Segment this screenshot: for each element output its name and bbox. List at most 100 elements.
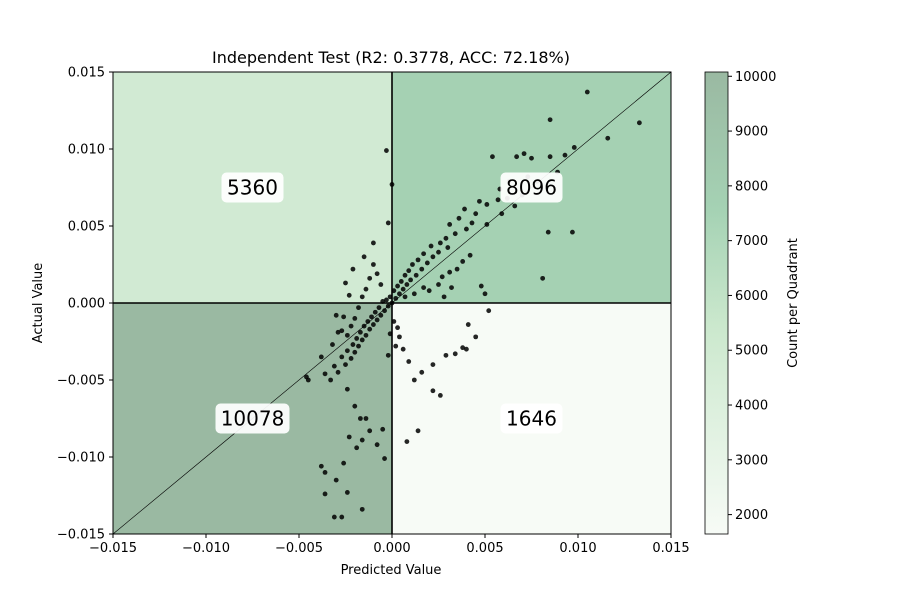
data-point (322, 470, 328, 475)
colorbar-tick-label: 3000 (735, 453, 768, 468)
data-point (382, 456, 387, 461)
data-point (369, 314, 374, 320)
data-point (384, 148, 389, 153)
data-point (331, 363, 337, 369)
data-point (452, 351, 458, 357)
data-point (322, 371, 328, 377)
data-point (378, 282, 384, 287)
data-point (512, 203, 518, 209)
colorbar-label: Count per Quadrant (786, 238, 801, 368)
colorbar-tick-label: 2000 (735, 508, 768, 523)
x-tick-label: 0.000 (373, 541, 410, 556)
y-tick-label: 0.010 (68, 143, 105, 158)
data-point (348, 356, 354, 361)
data-point (411, 291, 417, 297)
data-point (344, 490, 350, 495)
x-tick-label: −0.015 (89, 541, 137, 556)
data-point (428, 243, 434, 249)
data-point (469, 220, 475, 226)
data-point (397, 291, 402, 297)
data-point (367, 275, 373, 281)
data-point (437, 393, 443, 398)
colorbar-ticks: 2000 3000 4000 5000 6000 7000 8000 9000 10000 (728, 70, 776, 523)
plot-area: 5360 8096 10078 1646 (112, 71, 672, 535)
colorbar-tick-label: 7000 (735, 234, 768, 249)
data-point (449, 285, 454, 290)
data-point (354, 445, 360, 451)
data-point (484, 202, 490, 207)
data-point (426, 288, 432, 294)
data-point (445, 245, 451, 250)
data-point (393, 343, 399, 349)
data-point (356, 305, 361, 311)
data-point (464, 226, 469, 232)
data-point (430, 254, 436, 260)
quadrant-count-top-left: 5360 (227, 176, 278, 200)
data-point (460, 259, 466, 264)
data-point (371, 322, 376, 327)
data-point (372, 309, 378, 315)
data-point (439, 274, 445, 280)
data-point (462, 206, 467, 212)
data-point (339, 514, 345, 520)
data-point (424, 260, 430, 266)
quadrant-label-box-top-right (500, 172, 563, 203)
data-point (376, 305, 382, 311)
data-point (335, 329, 341, 335)
data-point (339, 354, 345, 360)
data-point (521, 151, 527, 157)
data-point (584, 89, 590, 95)
data-point (359, 337, 365, 343)
data-point (352, 316, 358, 321)
data-point (385, 352, 391, 358)
quadrant-count-bottom-right: 1646 (506, 407, 557, 431)
data-point (454, 266, 460, 272)
data-point (330, 342, 335, 347)
data-point (415, 428, 421, 434)
data-point (335, 369, 341, 375)
data-point (343, 362, 348, 367)
data-point (346, 434, 352, 440)
data-point (514, 154, 520, 160)
data-point (636, 120, 642, 126)
data-point (547, 154, 553, 160)
data-point (402, 272, 408, 278)
data-point (460, 345, 466, 351)
data-point (421, 251, 427, 257)
data-point (486, 308, 492, 314)
data-point (495, 197, 501, 203)
data-point (322, 491, 328, 497)
data-point (359, 294, 365, 300)
data-point (482, 291, 488, 297)
colorbar-tick-label: 9000 (735, 125, 768, 140)
data-point (374, 271, 380, 277)
data-point (357, 329, 363, 335)
data-point (374, 317, 380, 323)
data-point (354, 336, 360, 341)
x-axis: −0.015 −0.010 −0.005 0.000 0.005 0.010 0.015 (89, 534, 690, 556)
data-point (339, 328, 345, 334)
data-point (411, 377, 417, 383)
colorbar-tick-label: 4000 (735, 399, 768, 414)
data-point (352, 403, 358, 409)
y-tick-label: 0.005 (68, 220, 105, 235)
data-point (348, 323, 354, 329)
chart-title: Independent Test (R2: 0.3778, ACC: 72.18… (212, 48, 570, 67)
data-point (371, 262, 376, 267)
data-point (441, 294, 447, 300)
data-point (382, 308, 387, 314)
quadrant-label-box-bottom-right (500, 403, 563, 434)
y-tick-label: −0.005 (57, 374, 105, 389)
data-point (447, 222, 453, 227)
y-tick-label: −0.015 (57, 528, 105, 543)
data-point (404, 439, 410, 444)
data-point (363, 332, 369, 338)
data-point (343, 280, 348, 286)
data-point (605, 135, 611, 141)
colorbar-tick-label: 8000 (735, 179, 768, 194)
data-point (571, 145, 577, 150)
data-point (356, 343, 361, 349)
data-point (397, 334, 402, 340)
data-point (452, 231, 458, 237)
data-point (562, 152, 568, 158)
